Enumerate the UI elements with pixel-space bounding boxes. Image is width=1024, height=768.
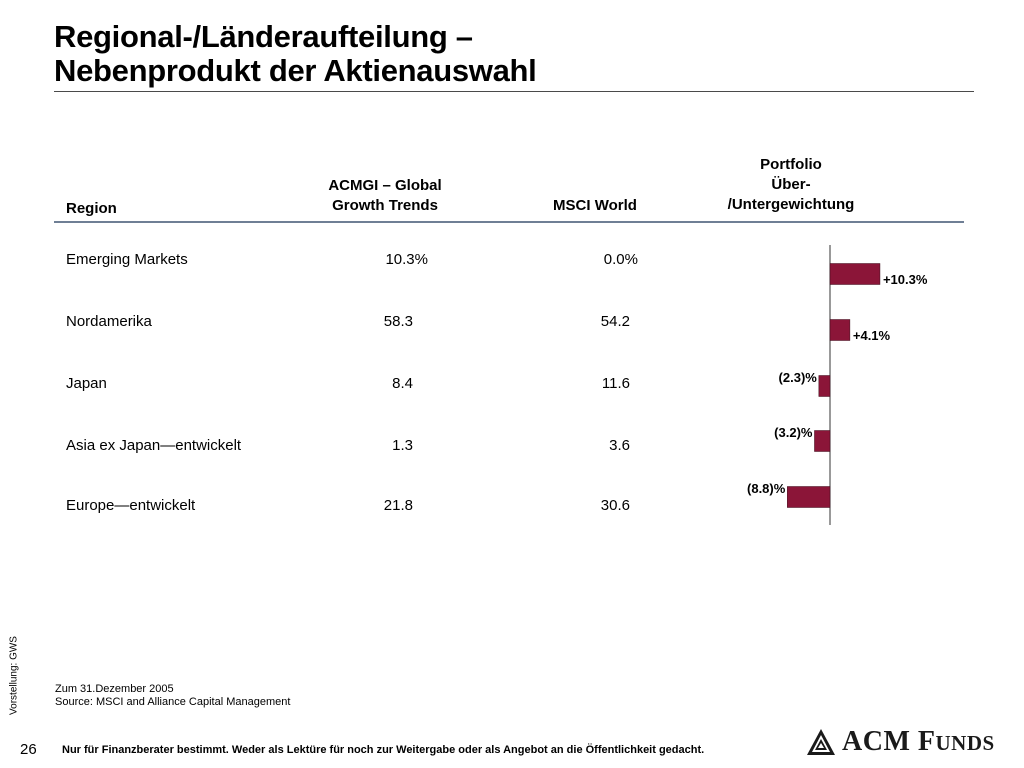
row-region: Japan (66, 375, 107, 392)
header-msci-label: MSCI World (553, 197, 637, 214)
acm-funds-logo: ACM FUNDS (806, 722, 995, 762)
acm-mountain-logo-icon (807, 729, 835, 755)
header-portfolio: Portfolio Über- /Untergewichtung (705, 155, 877, 215)
bar-label-2: +4.1% (853, 328, 891, 343)
header-region-label: Region (66, 200, 117, 217)
page-title-line-2: Nebenprodukt der Aktienauswahl (54, 53, 537, 88)
logo-text-main: ACM F (842, 726, 936, 757)
header-portfolio-line-2: Über- (771, 176, 811, 193)
bar-2 (829, 319, 851, 341)
row-msci-value: 0.0% (603, 251, 638, 268)
bar-label-3: (2.3)% (779, 370, 818, 385)
row-region: Europe—entwickelt (66, 497, 196, 514)
header-msci: MSCI World (530, 196, 660, 216)
bar-label-4: (3.2)% (774, 425, 813, 440)
disclaimer: Nur für Finanzberater bestimmt. Weder al… (62, 744, 705, 756)
header-portfolio-line-3: /Untergewichtung (727, 196, 855, 213)
header-acmgi-line-2: Growth Trends (332, 197, 438, 214)
header-region: Region (66, 199, 117, 219)
bar-label-1: +10.3% (883, 272, 928, 287)
bar-5 (787, 486, 831, 508)
logo-text-small: UNDS (935, 731, 995, 755)
bar-3 (818, 375, 831, 397)
footnote: Zum 31.Dezember 2005 Source: MSCI and Al… (55, 683, 290, 709)
page-number: 26 (20, 741, 37, 758)
footnote-source: Source: MSCI and Alliance Capital Manage… (55, 696, 291, 708)
row-region: Nordamerika (66, 313, 152, 330)
row-acmgi-value: 10.3% (385, 251, 428, 268)
header-portfolio-line-1: Portfolio (760, 156, 822, 173)
page-title: Regional-/Länderaufteilung – Nebenproduk… (54, 20, 537, 88)
footnote-date: Zum 31.Dezember 2005 (55, 683, 174, 695)
header-acmgi: ACMGI – Global Growth Trends (300, 176, 470, 216)
page-title-line-1: Regional-/Länderaufteilung – (54, 19, 473, 54)
header-acmgi-line-1: ACMGI – Global (328, 177, 442, 194)
row-msci-value: 30.6 (600, 497, 630, 514)
bar-1 (829, 263, 881, 285)
header-divider (54, 221, 964, 223)
bar-4 (814, 430, 831, 452)
side-label: Vorstellung: GWS (8, 636, 20, 715)
row-acmgi-value: 21.8 (383, 497, 413, 514)
weighting-bar-chart: +10.3% +4.1% (2.3)% (3.2)% (8.8)% (747, 245, 928, 525)
row-msci-value: 54.2 (600, 313, 630, 330)
row-region: Asia ex Japan—entwickelt (66, 437, 242, 454)
row-acmgi-value: 8.4 (392, 375, 413, 392)
logo-wordmark: ACM FUNDS (842, 726, 995, 758)
row-msci-value: 11.6 (601, 375, 630, 392)
bar-label-5: (8.8)% (747, 481, 786, 496)
row-acmgi-value: 1.3 (392, 437, 413, 454)
title-divider (54, 91, 974, 92)
row-acmgi-value: 58.3 (383, 313, 413, 330)
row-msci-value: 3.6 (609, 437, 630, 454)
row-region: Emerging Markets (66, 251, 188, 268)
